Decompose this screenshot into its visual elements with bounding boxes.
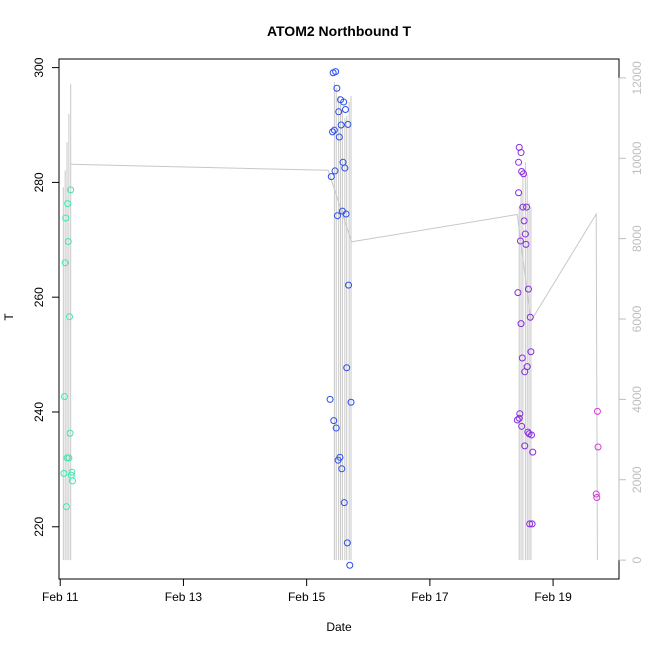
- data-point: [332, 68, 340, 76]
- y-axis-left: 220 240 260 280 300: [32, 57, 60, 537]
- data-point: [528, 431, 536, 439]
- data-point: [515, 158, 523, 166]
- data-point: [333, 212, 341, 220]
- data-point: [61, 259, 69, 267]
- data-point: [345, 281, 353, 289]
- data-point: [517, 149, 525, 157]
- x-axis: Feb 11 Feb 13 Feb 15 Feb 17 Feb 19: [42, 578, 572, 604]
- data-point: [522, 240, 530, 248]
- y2-tick-label: 2000: [630, 466, 644, 493]
- data-point: [335, 108, 343, 116]
- x-tick-label: Feb 15: [288, 590, 326, 604]
- data-point: [66, 429, 74, 437]
- data-point: [518, 167, 526, 175]
- y2-tick-label: 6000: [630, 305, 644, 332]
- y2-tick-label: 10000: [630, 141, 644, 175]
- data-point: [60, 469, 68, 477]
- data-point: [326, 395, 334, 403]
- data-point: [513, 416, 521, 424]
- data-point: [344, 120, 352, 128]
- data-point: [521, 230, 529, 238]
- data-point: [515, 189, 523, 197]
- data-point: [516, 237, 524, 245]
- data-point: [336, 453, 344, 461]
- data-point: [331, 167, 339, 175]
- data-point: [528, 520, 536, 528]
- data-point: [514, 289, 522, 297]
- data-point: [523, 363, 531, 371]
- y-tick-label: 240: [32, 402, 46, 422]
- y-tick-label: 220: [32, 516, 46, 536]
- data-point: [332, 424, 340, 432]
- x-tick-label: Feb 13: [165, 590, 203, 604]
- y-axis-right: 0 2000 4000 6000 8000 10000 12000: [618, 61, 644, 563]
- data-point: [347, 398, 355, 406]
- data-points: [60, 68, 602, 569]
- data-point: [330, 417, 338, 425]
- y2-tick-label: 0: [630, 556, 644, 563]
- data-point: [526, 313, 534, 321]
- x-tick-label: Feb 11: [42, 590, 79, 604]
- data-point: [337, 121, 345, 129]
- y2-tick-label: 8000: [630, 225, 644, 252]
- data-point: [518, 354, 526, 362]
- x-tick-label: Feb 19: [534, 590, 572, 604]
- data-point: [333, 84, 341, 92]
- data-point: [523, 203, 531, 211]
- data-point: [335, 133, 343, 141]
- data-point: [61, 392, 69, 400]
- y2-tick-label: 4000: [630, 386, 644, 413]
- data-point: [515, 414, 523, 422]
- data-point: [529, 448, 537, 456]
- data-point: [341, 164, 349, 172]
- data-point: [64, 200, 72, 208]
- data-point: [521, 442, 529, 450]
- y2-tick-label: 12000: [630, 61, 644, 95]
- data-point: [62, 503, 70, 511]
- data-point: [62, 214, 70, 222]
- data-point: [594, 443, 602, 451]
- data-point: [65, 313, 73, 321]
- data-point: [69, 477, 77, 485]
- data-point: [329, 128, 337, 136]
- data-point: [341, 106, 349, 114]
- data-point: [343, 539, 351, 547]
- x-tick-label: Feb 17: [411, 590, 449, 604]
- data-point: [527, 348, 535, 356]
- data-point: [342, 210, 350, 218]
- data-point: [340, 499, 348, 507]
- data-point: [340, 98, 348, 106]
- data-point: [63, 454, 71, 462]
- data-point: [330, 126, 338, 134]
- data-point: [68, 468, 76, 476]
- y-axis-label: T: [2, 313, 16, 321]
- data-point: [520, 217, 528, 225]
- data-point: [65, 454, 73, 462]
- data-point: [526, 520, 534, 528]
- y-tick-label: 260: [32, 287, 46, 307]
- trace-line: [70, 163, 598, 561]
- data-point: [593, 407, 601, 415]
- data-point: [343, 364, 351, 372]
- chart-title: ATOM2 Northbound T: [267, 23, 412, 39]
- y-tick-label: 280: [32, 172, 46, 192]
- right-axis-trace: [62, 81, 598, 561]
- data-point: [516, 410, 524, 418]
- data-point: [67, 186, 75, 194]
- x-axis-label: Date: [326, 620, 352, 634]
- data-point: [519, 203, 527, 211]
- data-point: [64, 238, 72, 246]
- data-point: [517, 320, 525, 328]
- data-point: [518, 422, 526, 430]
- y-tick-label: 300: [32, 57, 46, 77]
- data-point: [593, 493, 601, 501]
- data-point: [520, 170, 528, 178]
- data-point: [338, 465, 346, 473]
- data-point: [346, 561, 354, 569]
- data-point: [592, 490, 600, 498]
- data-point: [524, 285, 532, 293]
- data-point: [327, 173, 335, 181]
